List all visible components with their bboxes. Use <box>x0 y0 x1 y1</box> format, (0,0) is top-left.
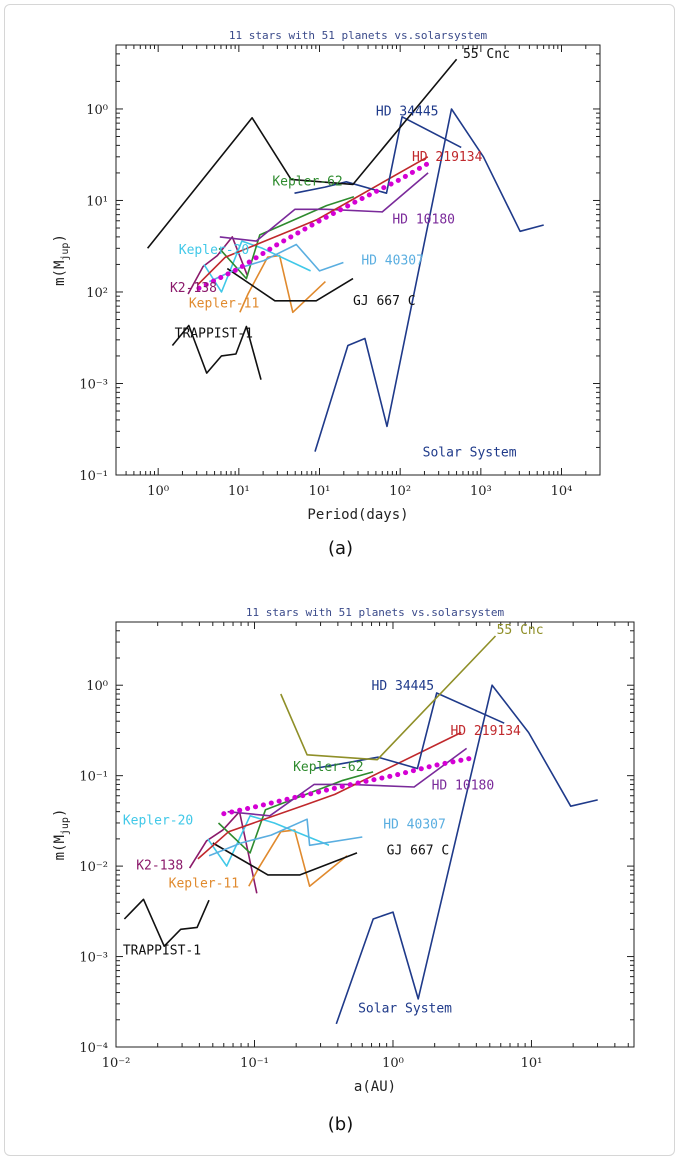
y-tick-label: 10⁻³ <box>79 951 108 966</box>
series-line-solar-system <box>314 108 544 452</box>
series-line-kepler-11 <box>248 829 348 888</box>
y-axis-label: m(Mjup) <box>52 234 71 286</box>
trend-dotted-line <box>196 158 435 291</box>
x-axis-label: Period(days) <box>307 507 408 523</box>
y-ticks <box>116 621 634 1048</box>
chart-a: 11 stars with 51 planets vs.solarsystem 1… <box>52 29 601 523</box>
x-tick-label: 10⁰ <box>147 484 169 499</box>
chart-b: 11 stars with 51 planets vs.solarsystem 1… <box>52 606 635 1095</box>
series-line-kepler-20 <box>203 240 311 293</box>
x-tick-label: 10³ <box>470 484 492 499</box>
x-tick-label: 10⁰ <box>382 1056 404 1071</box>
series-label: HD 219134 <box>412 150 483 165</box>
series-label: GJ 667 C <box>387 843 450 858</box>
panel-b: 11 stars with 51 planets vs.solarsystem 1… <box>0 592 681 1152</box>
series-line-55-cnc <box>146 58 458 249</box>
chart-title: 11 stars with 51 planets vs.solarsystem <box>246 606 505 619</box>
y-tick-label: 10⁰ <box>86 103 108 118</box>
series-label: GJ 667 C <box>353 294 416 309</box>
series-label: K2-138 <box>136 858 183 873</box>
series-label: Kepler-20 <box>179 243 249 258</box>
series-line-hd-219134 <box>197 731 462 860</box>
series-line-gj-667-c <box>212 842 358 876</box>
series-line-solar-system <box>335 684 598 1025</box>
y-axis-label-sub: jup <box>60 243 71 261</box>
y-tick-label: 10⁰ <box>86 679 108 694</box>
series-label: HD 40307 <box>361 253 424 268</box>
series-label: HD 34445 <box>372 679 435 694</box>
series-label: HD 219134 <box>450 724 521 739</box>
series-line-hd-34445 <box>314 692 505 770</box>
x-tick-label: 10⁻¹ <box>240 1056 269 1071</box>
series-label: Kepler-20 <box>123 813 193 828</box>
series-label: 55 Cnc <box>497 623 544 638</box>
trend-dotted-line <box>221 754 479 817</box>
series-line-trappist-1 <box>171 324 262 380</box>
series-line-hd-219134 <box>197 156 429 286</box>
series-label: Kepler-11 <box>169 877 239 892</box>
series-label: Kepler-62 <box>293 760 363 775</box>
series-line-hd-10180 <box>227 747 468 817</box>
series-label: HD 34445 <box>376 104 439 119</box>
caption-a: (a) <box>327 538 354 559</box>
series-label: HD 10180 <box>432 779 495 794</box>
series-label: Kepler-11 <box>189 296 259 311</box>
series-label: TRAPPIST-1 <box>175 326 253 341</box>
series-line-hd-40307 <box>208 818 363 857</box>
x-tick-label: 10¹ <box>521 1056 543 1071</box>
series-label: Solar System <box>423 445 517 460</box>
plot-area-frame <box>115 44 601 476</box>
y-tick-label: 10⁻¹ <box>79 770 108 785</box>
series-line-hd-40307 <box>208 243 344 283</box>
series-label: TRAPPIST-1 <box>123 944 201 959</box>
series-line-hd-10180 <box>219 172 429 242</box>
series-label: K2-138 <box>170 281 217 296</box>
y-tick-label: 10⁻¹ <box>79 469 108 484</box>
y-axis-label-close: ) <box>52 234 68 242</box>
caption-b: (b) <box>327 1114 354 1135</box>
series-label: Kepler-62 <box>272 175 342 190</box>
series-lines <box>146 58 544 452</box>
series-label: HD 40307 <box>383 818 446 833</box>
y-axis-label-close: ) <box>52 809 68 817</box>
chart-title: 11 stars with 51 planets vs.solarsystem <box>229 29 488 42</box>
series-line-trappist-1 <box>123 898 210 948</box>
y-ticks <box>116 44 600 476</box>
y-axis-label-sub: jup <box>60 817 71 835</box>
series-line-55-cnc <box>280 635 497 761</box>
x-axis-label: a(AU) <box>354 1079 396 1095</box>
x-tick-label: 10⁻² <box>102 1056 131 1071</box>
series-label: 55 Cnc <box>463 47 510 62</box>
series-line-k2-138 <box>188 810 258 894</box>
x-tick-label: 10² <box>389 484 411 499</box>
series-line-kepler-20 <box>207 815 330 867</box>
y-tick-label: 10⁻⁴ <box>79 1041 108 1056</box>
x-ticks <box>115 622 629 1047</box>
x-tick-label: 10¹ <box>309 484 331 499</box>
x-ticks <box>115 45 601 475</box>
y-tick-label: 10⁻³ <box>79 377 108 392</box>
y-axis-label: m(Mjup) <box>52 809 71 861</box>
series-line-hd-34445 <box>294 116 462 194</box>
figure-frame <box>4 4 675 1156</box>
y-tick-label: 10² <box>86 286 108 301</box>
series-label: HD 10180 <box>392 213 455 228</box>
x-tick-label: 10¹ <box>228 484 250 499</box>
series-line-k2-138 <box>187 236 249 295</box>
y-tick-label: 10¹ <box>86 194 108 209</box>
y-axis-label-main: m(M <box>52 835 68 860</box>
plot-area-frame <box>115 621 635 1048</box>
y-tick-label: 10⁻² <box>79 860 108 875</box>
series-line-gj-667-c <box>226 267 354 302</box>
series-lines <box>123 635 598 1025</box>
panel-a: 11 stars with 51 planets vs.solarsystem 1… <box>0 0 681 560</box>
series-label: Solar System <box>358 1002 452 1017</box>
y-axis-label-main: m(M <box>52 261 68 286</box>
x-tick-label: 10⁴ <box>551 484 573 499</box>
